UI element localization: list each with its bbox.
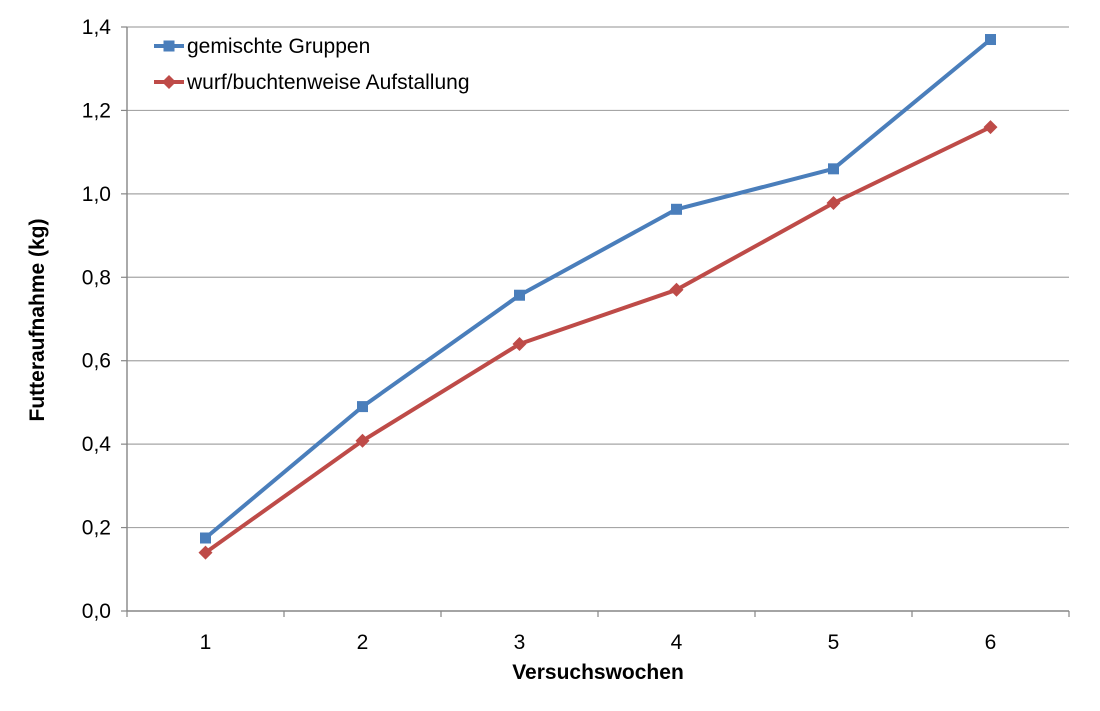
data-point <box>357 401 368 413</box>
y-tick-label: 0,4 <box>82 433 112 456</box>
x-tick-label: 6 <box>985 631 997 654</box>
data-point <box>826 196 841 211</box>
data-point <box>355 433 370 448</box>
data-point <box>198 545 213 560</box>
data-point <box>514 289 525 301</box>
y-tick-label: 1,4 <box>82 16 112 39</box>
data-point <box>985 34 996 46</box>
data-point <box>983 120 998 135</box>
series-1 <box>200 34 996 544</box>
series-line <box>203 37 993 540</box>
y-tick-labels: 0,0 0,2 0,4 0,6 0,8 1,0 1,2 1,4 <box>82 16 112 623</box>
data-point <box>828 163 839 175</box>
x-tick-label: 2 <box>357 631 369 654</box>
data-point <box>200 532 211 544</box>
y-tick-label: 1,0 <box>82 183 111 206</box>
data-point <box>669 282 684 297</box>
x-tick-labels: 1 2 3 4 5 6 <box>200 631 997 654</box>
series-line <box>203 125 993 555</box>
legend-label: gemischte Gruppen <box>187 35 370 58</box>
legend-item: gemischte Gruppen <box>154 35 370 58</box>
legend-swatch-marker <box>162 75 176 89</box>
series-2 <box>198 120 998 560</box>
data-point <box>512 337 527 352</box>
series-group <box>198 34 998 560</box>
legend-item: wurf/buchtenweise Aufstallung <box>154 71 470 94</box>
y-tick-label: 0,8 <box>82 266 111 289</box>
legend: gemischte Gruppen wurf/buchtenweise Aufst… <box>154 35 470 94</box>
legend-label: wurf/buchtenweise Aufstallung <box>186 71 470 94</box>
x-tick-label: 5 <box>828 631 840 654</box>
legend-swatch-marker <box>163 40 175 52</box>
y-tick-label: 0,2 <box>82 517 111 540</box>
y-tick-label: 1,2 <box>82 99 111 122</box>
x-tick-label: 3 <box>514 631 526 654</box>
data-point <box>671 203 682 215</box>
x-axis-title: Versuchswochen <box>512 661 684 684</box>
y-axis-title: Futteraufnahme (kg) <box>26 218 49 421</box>
axes <box>121 26 1070 617</box>
x-tick-label: 1 <box>200 631 212 654</box>
x-tick-label: 4 <box>671 631 683 654</box>
y-tick-label: 0,0 <box>82 600 111 623</box>
y-tick-label: 0,6 <box>82 350 111 373</box>
gridlines <box>127 26 1069 529</box>
